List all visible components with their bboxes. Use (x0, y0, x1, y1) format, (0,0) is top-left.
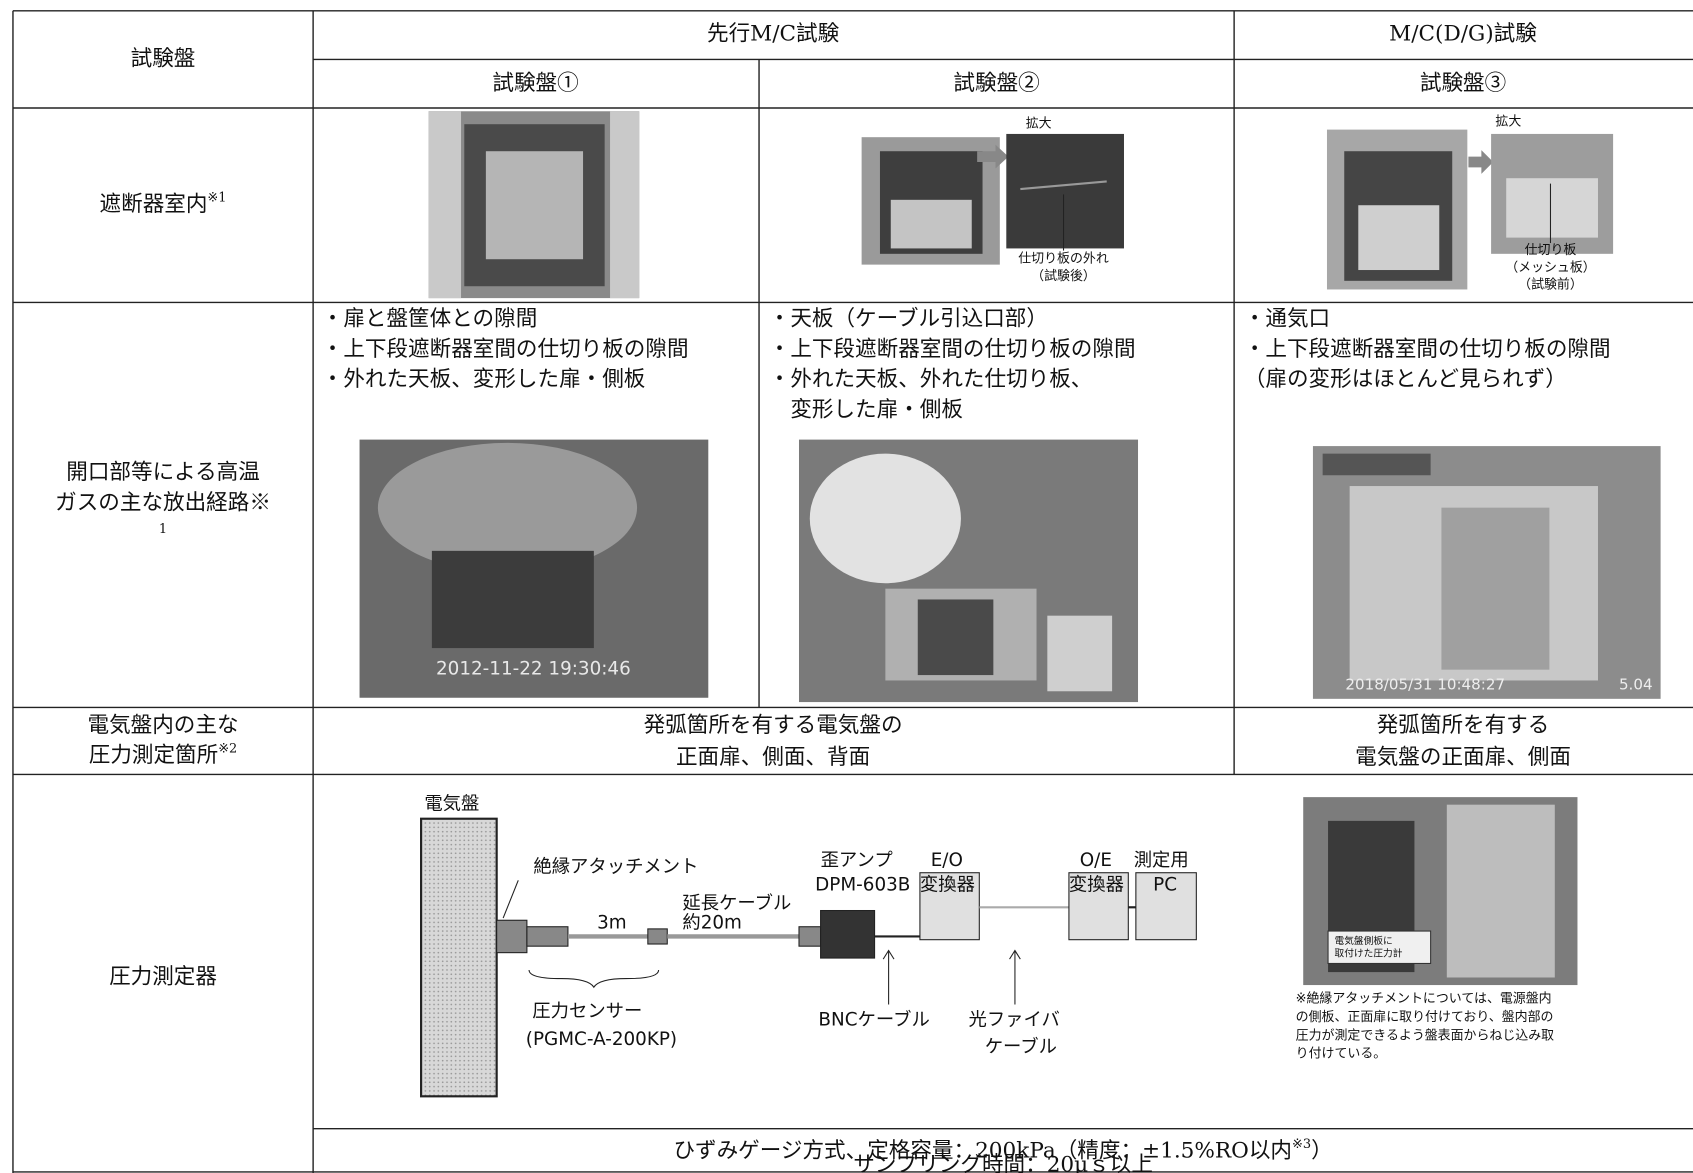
row-label: 遮断器室内※1 (100, 190, 227, 217)
list-item: ・扉と盤筐体との隙間 (322, 307, 538, 332)
photo (1303, 797, 1578, 986)
note-line: 圧力が測定できるよう盤表面からねじ込み取 (1296, 1028, 1555, 1043)
row-label: ガスの主な放出経路※ (55, 490, 271, 515)
diagram-label: DPM-603B (815, 875, 910, 896)
diagram-label: 光ファイバ (969, 1010, 1060, 1031)
list-item: ・外れた天板、変形した扉・側板 (322, 367, 646, 392)
diagram-label: 歪アンプ (821, 850, 894, 871)
photo-caption: 仕切り板 (1525, 243, 1577, 258)
photo-caption: 取付けた圧力計 (1335, 947, 1403, 960)
photo-label: 拡大 (1495, 115, 1521, 130)
diagram-label: 変換器 (920, 875, 975, 896)
row-label: 電気盤内の主な (88, 713, 239, 738)
group-title: 先行M/C試験 (707, 22, 840, 47)
diagram-label: PC (1153, 875, 1177, 896)
note-line: り付けている。 (1296, 1047, 1387, 1062)
diagram-label: 変換器 (1069, 875, 1124, 896)
table-borders (12, 10, 1693, 1173)
row-label: 圧力測定箇所※2 (89, 741, 238, 768)
photo (428, 111, 1614, 299)
panel-title: 試験盤② (953, 71, 1039, 96)
photo-timestamp: 2012-11-22 19:30:46 (436, 659, 631, 680)
photo-caption: （メッシュ板） (1505, 260, 1596, 275)
list-item: ・上下段遮断器室間の仕切り板の隙間 (769, 337, 1136, 362)
list-item: （扉の変形はほとんど見られず） (1244, 367, 1567, 392)
photo-timestamp: 5.04 (1619, 675, 1653, 693)
list-item: ・上下段遮断器室間の仕切り板の隙間 (322, 337, 689, 362)
diagram-label: 測定用 (1134, 850, 1189, 871)
diagram-label: 電気盤 (424, 794, 479, 815)
diagram-label: 絶縁アタッチメント (533, 856, 698, 877)
note-line: ※絶縁アタッチメントについては、電源盤内 (1296, 991, 1552, 1007)
photo (359, 439, 1661, 703)
cell-text: 発弧箇所を有する電気盤の (644, 713, 903, 738)
diagram-label: BNCケーブル (818, 1009, 929, 1031)
photo-caption: 仕切り板の外れ (1018, 252, 1109, 267)
list-item: 変形した扉・側板 (769, 397, 963, 422)
diagram-label: ケーブル (985, 1036, 1057, 1058)
diagram-label: E/O (931, 850, 963, 871)
row-label: 開口部等による高温 (66, 460, 260, 485)
diagram-label: 圧力センサー (532, 1001, 642, 1022)
list-item: ・上下段遮断器室間の仕切り板の隙間 (1244, 337, 1611, 362)
group-title: M/C(D/G)試験 (1389, 22, 1537, 47)
list-item: ・通気口 (1244, 307, 1330, 332)
cell-text: 発弧箇所を有する (1377, 713, 1550, 738)
header-corner: 試験盤 (131, 46, 196, 71)
list-item: ・外れた天板、外れた仕切り板、 (769, 367, 1093, 392)
row-label: 1 (159, 522, 167, 537)
photo-note: ※絶縁アタッチメントについては、電源盤内の側板、正面扉に取り付けており、盤内部の… (1296, 991, 1555, 1062)
cell-text: 電気盤の正面扉、側面 (1355, 745, 1571, 770)
note-line: の側板、正面扉に取り付けており、盤内部の (1296, 1009, 1554, 1025)
diagram-label: 延長ケーブル (682, 892, 791, 914)
photo-caption: 電気盤側板に (1335, 934, 1393, 947)
diagram (420, 817, 1197, 1098)
spec-text: ひずみゲージ方式、定格容量：200kPa（精度：±1.5%RO以内※3） (673, 1136, 1332, 1163)
panel-title: 試験盤③ (1420, 71, 1506, 96)
panel-title: 試験盤① (492, 71, 578, 96)
row-label: 圧力測定器 (109, 964, 217, 989)
diagram-label: O/E (1080, 850, 1112, 871)
photo-timestamp: 2018/05/31 10:48:27 (1345, 675, 1505, 693)
diagram-label: 約20m (682, 912, 742, 933)
photo-label: 拡大 (1026, 117, 1052, 132)
item-list: ・扉と盤筐体との隙間・上下段遮断器室間の仕切り板の隙間・外れた天板、変形した扉・… (322, 307, 1611, 423)
diagram-label: 3m (597, 912, 627, 933)
list-item: ・天板（ケーブル引込口部） (769, 307, 1048, 332)
cell-text: 正面扉、側面、背面 (676, 745, 870, 770)
photo-caption: （試験前） (1518, 277, 1583, 293)
diagram-label: (PGMC-A-200KP) (526, 1029, 677, 1050)
spec-text: サンプリング時間：20μｓ以上 (853, 1152, 1153, 1173)
photo-caption: （試験後） (1031, 268, 1096, 284)
